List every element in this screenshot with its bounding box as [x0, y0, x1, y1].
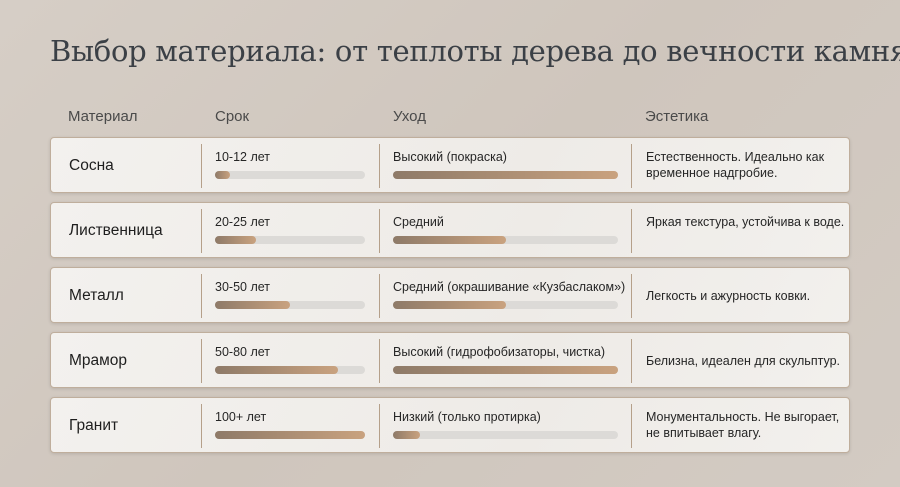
- column-divider: [379, 144, 380, 188]
- page-title: Выбор материала: от теплоты дерева до ве…: [50, 34, 900, 68]
- column-divider: [201, 339, 202, 383]
- care-bar: [393, 301, 618, 309]
- care-bar-fill: [393, 366, 618, 374]
- table-row: Лиственница 20-25 лет Средний Яркая текс…: [50, 202, 850, 258]
- care-label: Низкий (только протирка): [393, 410, 541, 424]
- material-name: Лиственница: [69, 222, 163, 239]
- table-row: Сосна 10-12 лет Высокий (покраска) Естес…: [50, 137, 850, 193]
- term-bar: [215, 301, 365, 309]
- column-divider: [631, 339, 632, 383]
- care-label: Высокий (гидрофобизаторы, чистка): [393, 345, 606, 359]
- column-divider: [379, 274, 380, 318]
- care-label: Средний: [393, 215, 444, 229]
- care-label: Средний (окрашивание «Кузбаслаком»): [393, 280, 626, 294]
- aesthetics-text: Естественность. Идеально как временное н…: [646, 150, 825, 180]
- term-bar-fill: [215, 171, 230, 179]
- term-bar-fill: [215, 236, 256, 244]
- aesthetics-text: Монументальность. Не выгорает, не впитыв…: [646, 410, 840, 440]
- term-bar-fill: [215, 366, 338, 374]
- term-label: 20-25 лет: [215, 215, 270, 229]
- aesthetics-text: Белизна, идеален для скульптур.: [646, 354, 840, 368]
- header-material: Материал: [68, 108, 138, 125]
- term-bar: [215, 366, 365, 374]
- material-name: Гранит: [69, 417, 119, 434]
- term-bar: [215, 431, 365, 439]
- column-divider: [631, 404, 632, 448]
- term-bar: [215, 171, 365, 179]
- care-label: Высокий (покраска): [393, 150, 507, 164]
- care-bar-fill: [393, 236, 506, 244]
- care-bar: [393, 171, 618, 179]
- care-bar-fill: [393, 171, 618, 179]
- term-bar: [215, 236, 365, 244]
- column-divider: [379, 209, 380, 253]
- care-bar: [393, 366, 618, 374]
- term-label: 50-80 лет: [215, 345, 270, 359]
- column-divider: [379, 339, 380, 383]
- term-bar-fill: [215, 301, 290, 309]
- material-name: Мрамор: [69, 352, 128, 369]
- table-row: Мрамор 50-80 лет Высокий (гидрофобизатор…: [50, 332, 850, 388]
- care-bar: [393, 431, 618, 439]
- term-label: 30-50 лет: [215, 280, 270, 294]
- care-bar: [393, 236, 618, 244]
- material-name: Металл: [69, 287, 124, 304]
- term-label: 100+ лет: [215, 410, 267, 424]
- column-divider: [379, 404, 380, 448]
- table-row: Гранит 100+ лет Низкий (только протирка)…: [50, 397, 850, 453]
- material-name: Сосна: [69, 157, 114, 174]
- term-label: 10-12 лет: [215, 150, 270, 164]
- column-divider: [201, 274, 202, 318]
- column-divider: [201, 144, 202, 188]
- care-bar-fill: [393, 301, 506, 309]
- header-aesthetics: Эстетика: [645, 108, 709, 125]
- term-bar-fill: [215, 431, 365, 439]
- header-term: Срок: [215, 108, 250, 125]
- aesthetics-text: Легкость и ажурность ковки.: [646, 289, 811, 303]
- column-divider: [201, 404, 202, 448]
- column-divider: [631, 274, 632, 318]
- care-bar-fill: [393, 431, 420, 439]
- column-divider: [631, 209, 632, 253]
- column-divider: [631, 144, 632, 188]
- header-care: Уход: [393, 108, 426, 125]
- aesthetics-text: Яркая текстура, устойчива к воде.: [646, 215, 845, 229]
- table-row: Металл 30-50 лет Средний (окрашивание «К…: [50, 267, 850, 323]
- column-divider: [201, 209, 202, 253]
